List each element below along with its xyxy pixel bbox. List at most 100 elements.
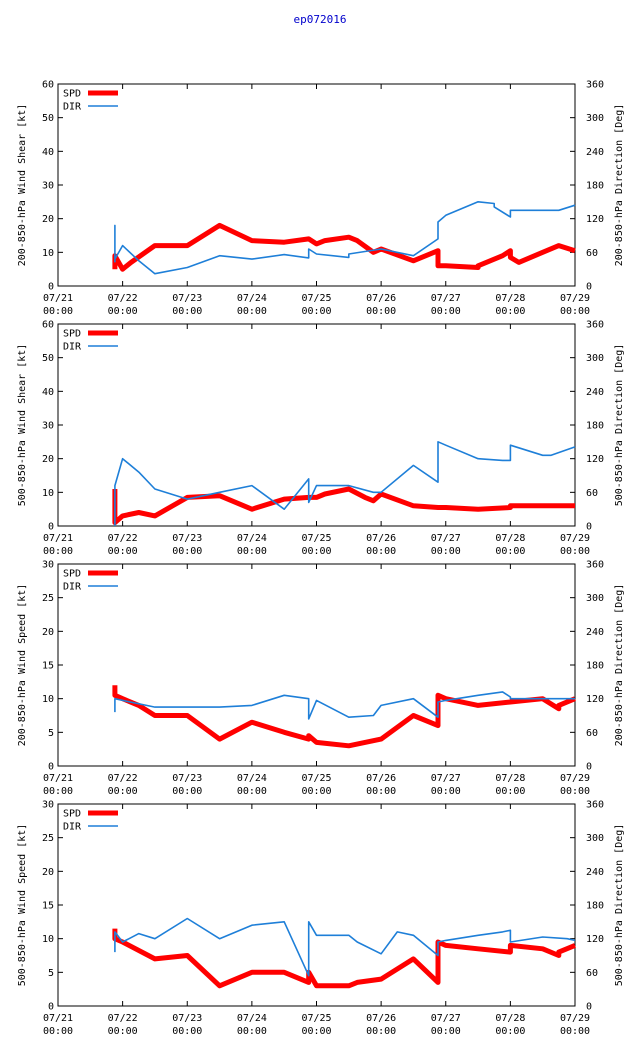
x-tick-label-date: 07/23 xyxy=(172,1013,202,1024)
chart-4: 05101520253006012018024030036007/2100:00… xyxy=(17,800,625,1038)
x-tick-label-date: 07/29 xyxy=(560,773,590,784)
y-tick-label: 15 xyxy=(42,661,54,672)
x-tick-label-time: 00:00 xyxy=(43,1026,73,1037)
x-tick-label-date: 07/28 xyxy=(495,533,525,544)
legend-label-dir: DIR xyxy=(63,102,82,113)
x-tick-label-time: 00:00 xyxy=(108,786,138,797)
x-tick-label-time: 00:00 xyxy=(495,546,525,557)
x-tick-label-date: 07/26 xyxy=(366,1013,396,1024)
x-tick-label-date: 07/27 xyxy=(431,1013,461,1024)
plot-frame xyxy=(57,563,576,767)
legend-label-dir: DIR xyxy=(63,342,82,353)
x-tick-label-time: 00:00 xyxy=(366,786,396,797)
chart-2: 0 10 20 30 40 50 60 0 60 120 180 240 300 360 07/21 00:0… xyxy=(17,320,625,558)
x-tick-label-time: 00:00 xyxy=(237,306,267,317)
spd-series-line xyxy=(112,928,576,989)
y2-tick-label: 180 xyxy=(586,421,604,432)
y2-tick-label: 0 xyxy=(586,762,592,773)
x-tick-label-date: 07/21 xyxy=(43,533,73,544)
x-tick-label-time: 00:00 xyxy=(108,306,138,317)
y2-tick-label: 360 xyxy=(586,80,604,91)
y2-axis-label: 500-850-hPa Direction [Deg] xyxy=(614,824,625,987)
x-tick-label-date: 07/22 xyxy=(108,1013,138,1024)
y2-tick-label: 360 xyxy=(586,800,604,811)
dir-series-line xyxy=(114,440,576,526)
x-tick-label-time: 00:00 xyxy=(108,546,138,557)
y2-tick-label: 360 xyxy=(586,560,604,571)
legend-label-spd: SPD xyxy=(63,329,81,340)
y-tick-label: 50 xyxy=(42,113,54,124)
x-tick-label-time: 00:00 xyxy=(366,546,396,557)
y2-axis-label: 200-850-hPa Direction [Deg] xyxy=(614,584,625,747)
x-tick-label-date: 07/25 xyxy=(301,773,331,784)
x-tick-label-date: 07/21 xyxy=(43,773,73,784)
y2-tick-label: 120 xyxy=(586,934,604,945)
x-tick-label-date: 07/22 xyxy=(108,773,138,784)
x-tick-label-date: 07/23 xyxy=(172,533,202,544)
x-tick-label-date: 07/25 xyxy=(301,1013,331,1024)
x-tick-label-time: 00:00 xyxy=(301,1026,331,1037)
legend-label-dir: DIR xyxy=(63,822,82,833)
x-tick-label-time: 00:00 xyxy=(172,546,202,557)
x-tick-label-time: 00:00 xyxy=(560,786,590,797)
y2-axis-label: 500-850-hPa Direction [Deg] xyxy=(614,344,625,507)
y-tick-label: 10 xyxy=(42,488,54,499)
x-tick-label-time: 00:00 xyxy=(560,306,590,317)
y2-tick-label: 0 xyxy=(586,1002,592,1013)
x-tick-label-time: 00:00 xyxy=(43,546,73,557)
y-axis-label: 500-850-hPa Wind Speed [kt] xyxy=(17,824,28,987)
y-tick-label: 40 xyxy=(42,147,54,158)
legend-label-spd: SPD xyxy=(63,89,81,100)
x-tick-label-date: 07/26 xyxy=(366,293,396,304)
y-tick-label: 10 xyxy=(42,694,54,705)
y2-tick-label: 60 xyxy=(586,728,598,739)
x-tick-label-date: 07/21 xyxy=(43,293,73,304)
x-tick-label-time: 00:00 xyxy=(431,546,461,557)
x-tick-label-time: 00:00 xyxy=(237,1026,267,1037)
y-tick-label: 20 xyxy=(42,627,54,638)
y2-tick-label: 60 xyxy=(586,968,598,979)
y-tick-label: 20 xyxy=(42,867,54,878)
y-tick-label: 60 xyxy=(42,80,54,91)
y-tick-label: 0 xyxy=(48,1002,54,1013)
x-tick-label-date: 07/24 xyxy=(237,293,267,304)
y2-tick-label: 300 xyxy=(586,593,604,604)
x-tick-label-time: 00:00 xyxy=(43,306,73,317)
y2-tick-label: 240 xyxy=(586,867,604,878)
y-tick-label: 5 xyxy=(48,728,54,739)
plot-frame xyxy=(57,803,576,1007)
y-tick-label: 0 xyxy=(48,762,54,773)
y2-tick-label: 180 xyxy=(586,181,604,192)
y2-tick-label: 180 xyxy=(586,661,604,672)
x-tick-label-date: 07/28 xyxy=(495,1013,525,1024)
x-tick-label-date: 07/24 xyxy=(237,533,267,544)
legend-label-spd: SPD xyxy=(63,569,81,580)
y-tick-label: 0 xyxy=(48,282,54,293)
y2-tick-label: 120 xyxy=(586,454,604,465)
y2-tick-label: 180 xyxy=(586,901,604,912)
y-tick-label: 20 xyxy=(42,214,54,225)
y2-tick-label: 60 xyxy=(586,248,598,259)
x-tick-label-time: 00:00 xyxy=(366,306,396,317)
y2-tick-label: 300 xyxy=(586,113,604,124)
x-tick-label-date: 07/29 xyxy=(560,1013,590,1024)
chart-3: 05101520253006012018024030036007/2100:00… xyxy=(17,560,625,798)
y-tick-label: 40 xyxy=(42,387,54,398)
y-tick-label: 5 xyxy=(48,968,54,979)
x-tick-label-time: 00:00 xyxy=(560,546,590,557)
x-tick-label-date: 07/23 xyxy=(172,293,202,304)
x-tick-label-date: 07/24 xyxy=(237,1013,267,1024)
x-tick-label-date: 07/22 xyxy=(108,533,138,544)
y2-axis-label: 200-850-hPa Direction [Deg] xyxy=(614,104,625,267)
legend-label-spd: SPD xyxy=(63,809,81,820)
y-tick-label: 0 xyxy=(48,522,54,533)
spd-series-line xyxy=(112,685,576,749)
x-tick-label-date: 07/26 xyxy=(366,533,396,544)
dir-series-line xyxy=(114,201,576,275)
x-tick-label-time: 00:00 xyxy=(43,786,73,797)
y-tick-label: 30 xyxy=(42,181,54,192)
y2-tick-label: 300 xyxy=(586,353,604,364)
x-tick-label-time: 00:00 xyxy=(495,786,525,797)
spd-series-line xyxy=(112,222,576,272)
